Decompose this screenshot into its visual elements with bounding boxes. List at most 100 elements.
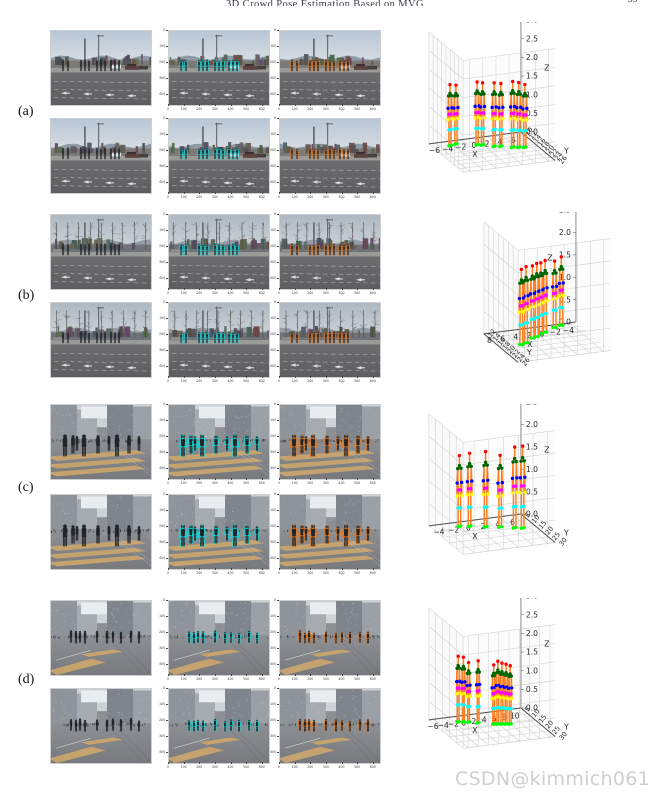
image-x-tick: 600 (258, 676, 265, 681)
image-y-tick: 200 (270, 434, 276, 439)
image-x-tick: 500 (243, 676, 250, 681)
image-y-tickmark (277, 404, 279, 405)
image-y-tick: 400 (159, 466, 165, 471)
image-x-tickmark (310, 376, 311, 378)
image-y-tick: 100 (159, 508, 165, 513)
scene-image (50, 404, 152, 480)
svg-text:15: 15 (537, 519, 548, 531)
image-y-tickmark (166, 230, 168, 231)
image-y-tickmark (277, 526, 279, 527)
image-x-tickmark (168, 762, 169, 764)
image-y-tickmark (166, 526, 168, 527)
image-y-tickmark (166, 78, 168, 79)
image-x-tickmark (310, 568, 311, 570)
image-x-tickmark (372, 568, 374, 570)
svg-text:20: 20 (545, 144, 556, 156)
image-x-tick: 200 (307, 106, 314, 111)
image-y-tickmark (166, 648, 168, 649)
image-x-tickmark (325, 192, 327, 194)
svg-text:12: 12 (486, 328, 497, 340)
image-x-tick: 500 (243, 106, 250, 111)
image-x-tickmark (325, 478, 327, 480)
image-x-tickmark (199, 568, 200, 570)
scene-image (168, 118, 270, 194)
svg-text:16: 16 (496, 336, 507, 348)
svg-text:2.0: 2.0 (526, 629, 538, 638)
image-x-tick: 0 (167, 764, 169, 769)
image-x-tick: 500 (354, 764, 361, 769)
image-x-tick: 400 (338, 676, 345, 681)
row-label-a: (a) (18, 104, 34, 119)
image-x-tick: 300 (322, 194, 329, 199)
image-x-tickmark (230, 674, 231, 676)
scene-image (168, 302, 270, 378)
image-y-tickmark (166, 262, 168, 263)
image-y-tickmark (166, 134, 168, 135)
image-y-tick: 300 (159, 164, 165, 169)
scene-image (279, 30, 381, 106)
image-x-tick: 0 (278, 676, 280, 681)
image-x-tickmark (279, 674, 280, 676)
image-y-tickmark (166, 616, 168, 617)
image-x-tick: 100 (180, 676, 187, 681)
scene-image (168, 688, 270, 764)
image-y-tick: 200 (159, 434, 165, 439)
image-y-tick: 100 (270, 228, 276, 233)
image-x-tickmark (199, 192, 200, 194)
image-x-tickmark (214, 192, 216, 194)
image-x-tickmark (341, 674, 342, 676)
image-x-tickmark (294, 478, 296, 480)
image-x-tickmark (168, 192, 169, 194)
plot-3d-plot-c: −4−20246X51015202530Y0.00.51.01.52.02.5Z (392, 404, 642, 590)
image-x-tickmark (230, 762, 231, 764)
image-x-tick: 200 (307, 676, 314, 681)
svg-text:6: 6 (500, 334, 505, 343)
image-y-tickmark (277, 62, 279, 63)
image-y-tick: 200 (159, 718, 165, 723)
image-y-tick: 100 (159, 614, 165, 619)
image-y-tick: 300 (159, 540, 165, 545)
svg-text:25: 25 (551, 725, 562, 737)
image-x-tickmark (214, 478, 216, 480)
image-y-tickmark (166, 404, 168, 405)
image-x-tickmark (372, 762, 374, 764)
image-y-tick: 300 (159, 348, 165, 353)
svg-text:2.5: 2.5 (559, 212, 571, 215)
svg-text:24: 24 (515, 352, 526, 364)
svg-text:0.5: 0.5 (559, 295, 571, 304)
image-y-tick: 400 (159, 662, 165, 667)
svg-text:Z: Z (544, 445, 549, 454)
image-y-tick: 0 (274, 686, 276, 690)
image-y-tickmark (277, 46, 279, 47)
svg-text:25: 25 (551, 531, 562, 543)
svg-text:26: 26 (520, 356, 531, 368)
image-y-tickmark (166, 350, 168, 351)
image-x-tickmark (261, 104, 263, 106)
svg-text:20: 20 (544, 525, 555, 537)
image-x-tickmark (310, 104, 311, 106)
scene-image (50, 688, 152, 764)
svg-text:X: X (527, 340, 533, 349)
image-y-tick: 100 (270, 702, 276, 707)
image-x-tick: 300 (211, 570, 218, 575)
image-y-tickmark (277, 262, 279, 263)
image-y-tickmark (166, 664, 168, 665)
image-x-tick: 200 (196, 480, 203, 485)
svg-text:8: 8 (487, 336, 492, 345)
image-y-tick: 200 (159, 148, 165, 153)
watermark: CSDN@kimmich0615 (455, 768, 650, 790)
image-y-tickmark (166, 632, 168, 633)
image-x-tick: 100 (180, 194, 187, 199)
image-x-tick: 100 (180, 480, 187, 485)
image-x-tickmark (214, 376, 216, 378)
image-x-tick: 500 (243, 480, 250, 485)
svg-text:X: X (472, 726, 478, 735)
image-x-tickmark (199, 762, 200, 764)
svg-text:18: 18 (540, 140, 551, 152)
image-y-tick: 100 (159, 132, 165, 137)
image-x-tickmark (372, 192, 374, 194)
image-x-tickmark (372, 104, 374, 106)
image-x-tickmark (357, 376, 358, 378)
svg-text:0.0: 0.0 (526, 704, 538, 713)
